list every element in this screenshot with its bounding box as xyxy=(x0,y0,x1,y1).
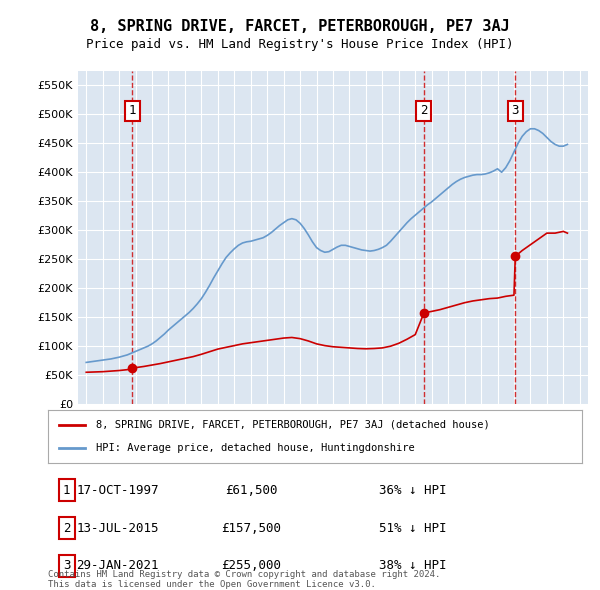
Text: 1: 1 xyxy=(128,104,136,117)
Text: 8, SPRING DRIVE, FARCET, PETERBOROUGH, PE7 3AJ (detached house): 8, SPRING DRIVE, FARCET, PETERBOROUGH, P… xyxy=(96,420,490,430)
Text: 13-JUL-2015: 13-JUL-2015 xyxy=(76,522,158,535)
Text: HPI: Average price, detached house, Huntingdonshire: HPI: Average price, detached house, Hunt… xyxy=(96,443,415,453)
Text: £255,000: £255,000 xyxy=(221,559,281,572)
Text: 2: 2 xyxy=(63,522,70,535)
Text: 2: 2 xyxy=(420,104,428,117)
Text: Price paid vs. HM Land Registry's House Price Index (HPI): Price paid vs. HM Land Registry's House … xyxy=(86,38,514,51)
Text: Contains HM Land Registry data © Crown copyright and database right 2024.
This d: Contains HM Land Registry data © Crown c… xyxy=(48,570,440,589)
Text: 29-JAN-2021: 29-JAN-2021 xyxy=(76,559,158,572)
Text: 1: 1 xyxy=(63,484,70,497)
Text: 3: 3 xyxy=(512,104,519,117)
Text: 38% ↓ HPI: 38% ↓ HPI xyxy=(379,559,446,572)
Text: 51% ↓ HPI: 51% ↓ HPI xyxy=(379,522,446,535)
Text: 8, SPRING DRIVE, FARCET, PETERBOROUGH, PE7 3AJ: 8, SPRING DRIVE, FARCET, PETERBOROUGH, P… xyxy=(90,19,510,34)
Text: 36% ↓ HPI: 36% ↓ HPI xyxy=(379,484,446,497)
Text: 3: 3 xyxy=(63,559,70,572)
Text: 17-OCT-1997: 17-OCT-1997 xyxy=(76,484,158,497)
Text: £61,500: £61,500 xyxy=(224,484,277,497)
Text: £157,500: £157,500 xyxy=(221,522,281,535)
